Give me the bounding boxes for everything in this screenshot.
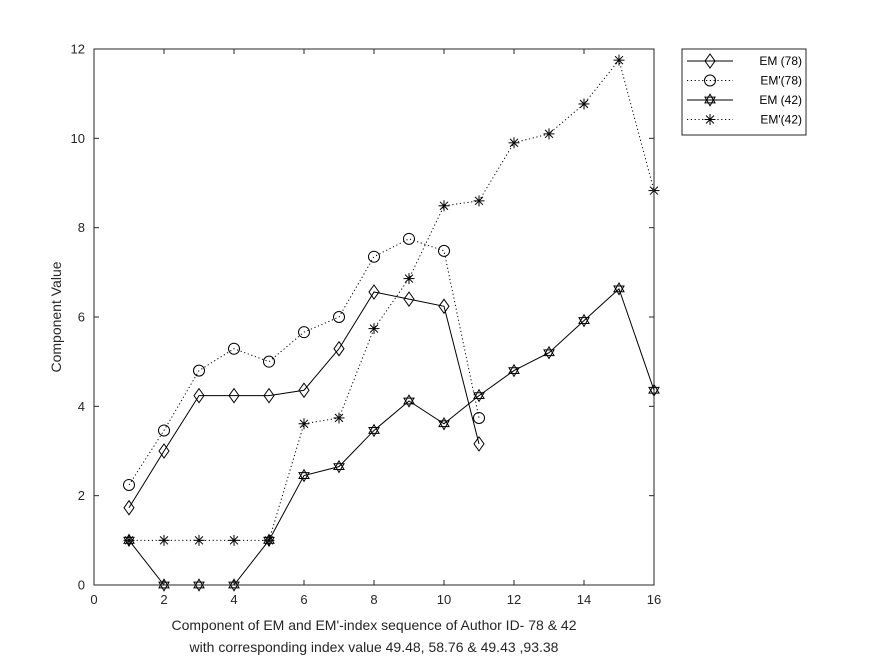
legend-marker [704, 114, 716, 125]
data-point [193, 578, 205, 592]
data-point [263, 355, 275, 368]
x-axis-title-line-2: with corresponding index value 49.48, 58… [189, 639, 559, 655]
data-point [298, 468, 310, 483]
x-tick-label: 12 [507, 592, 521, 607]
data-point [543, 128, 555, 140]
data-point [473, 195, 485, 207]
series-1 [123, 232, 485, 491]
legend-label: EM'(78) [760, 74, 802, 88]
data-point [613, 54, 625, 66]
y-tick-label: 2 [78, 488, 85, 503]
y-tick-label: 0 [78, 578, 85, 593]
ticks-layer: 0 2 4 6 8 10 12 14 16 0 2 4 6 8 10 12 [71, 42, 662, 608]
y-tick-label: 6 [78, 310, 85, 325]
legend-marker [704, 74, 716, 87]
series-line [128, 291, 480, 508]
x-tick-label: 4 [230, 592, 237, 607]
data-point [333, 459, 345, 474]
series-3 [123, 54, 660, 546]
x-tick-label: 8 [370, 592, 377, 607]
data-point [438, 200, 450, 212]
data-point [403, 273, 415, 285]
legend-entry: EM (78) [687, 53, 802, 69]
data-point [263, 387, 275, 404]
data-point [438, 416, 450, 431]
data-point [508, 137, 520, 149]
data-point [193, 364, 205, 377]
data-point [438, 244, 450, 257]
x-axis-title-line-1: Component of EM and EM'-index sequence o… [171, 617, 576, 633]
x-tick-label: 0 [90, 592, 97, 607]
y-axis-title: Component Value [48, 261, 64, 372]
data-point [403, 394, 415, 408]
data-point [158, 443, 170, 459]
x-tick-label: 2 [160, 592, 167, 607]
data-point [473, 435, 485, 452]
legend-label: EM (42) [759, 93, 802, 107]
data-point [368, 423, 380, 438]
legend-marker [704, 93, 716, 107]
data-point [438, 298, 450, 315]
data-point [193, 387, 205, 404]
data-point [368, 284, 380, 300]
data-point [473, 388, 485, 403]
data-point [298, 418, 310, 430]
y-tick-label: 4 [78, 399, 85, 414]
data-point [403, 232, 415, 245]
x-tick-label: 10 [437, 592, 451, 607]
data-point [333, 311, 345, 323]
data-point [123, 499, 135, 516]
data-point [578, 98, 590, 110]
legend-entry: EM'(78) [687, 74, 802, 88]
y-tick-label: 8 [78, 220, 85, 235]
data-point [158, 424, 170, 437]
legend-entry: EM'(42) [687, 113, 802, 127]
data-point [228, 387, 240, 404]
data-point [123, 534, 135, 546]
legend-box [681, 48, 807, 136]
data-point [613, 282, 625, 296]
data-point [508, 363, 520, 378]
legend: EM (78) EM'(78) EM (42) EM'(42) [681, 48, 807, 136]
data-point [368, 323, 380, 335]
data-point [543, 345, 555, 360]
data-point [473, 411, 485, 424]
data-point [333, 412, 345, 424]
series-line [128, 238, 480, 486]
data-point [123, 478, 135, 491]
data-point [298, 326, 310, 339]
data-point [228, 342, 240, 355]
data-point [193, 534, 205, 546]
plot-area [94, 49, 654, 585]
legend-label: EM (78) [759, 54, 802, 68]
x-tick-label: 16 [647, 592, 661, 607]
legend-marker [704, 53, 716, 69]
series-0 [123, 284, 485, 516]
data-point [298, 382, 310, 399]
data-point [368, 250, 380, 263]
data-point [158, 534, 170, 546]
data-point [263, 534, 275, 546]
y-tick-label: 10 [71, 131, 85, 146]
legend-label: EM'(42) [760, 113, 802, 127]
data-point [578, 313, 590, 328]
y-tick-label: 12 [71, 42, 85, 57]
legend-entry: EM (42) [687, 93, 802, 107]
x-tick-label: 6 [300, 592, 307, 607]
x-tick-label: 14 [577, 592, 591, 607]
series-line [129, 59, 655, 541]
data-point [403, 291, 415, 307]
data-point [333, 340, 345, 357]
data-point [228, 534, 240, 546]
